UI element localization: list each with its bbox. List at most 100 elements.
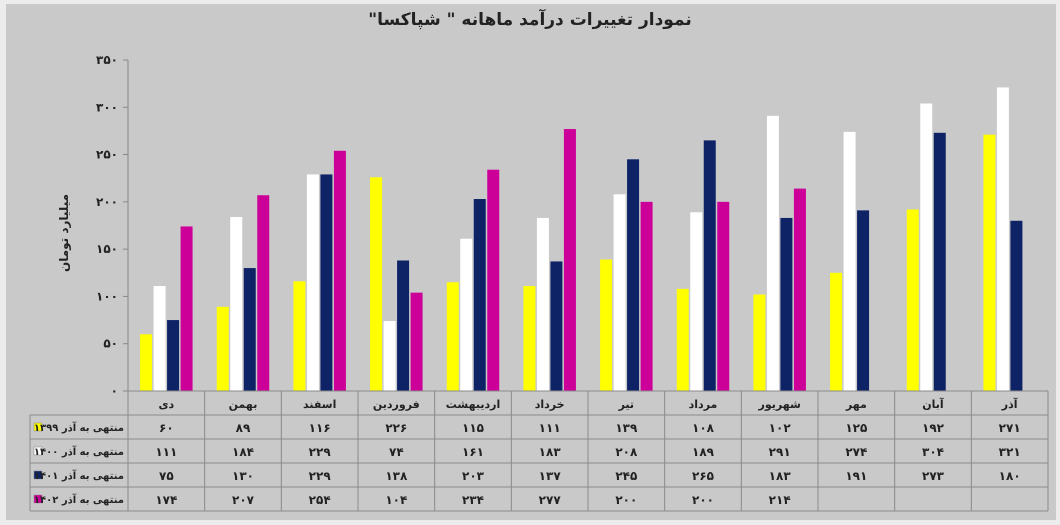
legend-label: منتهی به آذر ۱۴۰۲: [34, 493, 124, 506]
data-label: ۲۷۳: [922, 469, 945, 483]
y-tick-label: ۱۵۰: [96, 242, 118, 256]
chart-title: نمودار تغییرات درآمد ماهانه " شپاکسا": [368, 10, 692, 30]
bar: [167, 320, 180, 391]
bar: [780, 217, 793, 391]
bar: [410, 292, 423, 391]
data-label: ۲۳۴: [462, 493, 484, 507]
data-label: ۲۹۱: [769, 445, 791, 459]
y-tick-label: ۳۵۰: [96, 53, 118, 67]
bar: [370, 177, 383, 391]
bar: [563, 129, 576, 391]
category-label: بهمن: [229, 398, 258, 411]
bar: [857, 210, 870, 391]
category-label: تیر: [618, 398, 634, 411]
data-label: ۲۰۸: [615, 445, 638, 459]
data-label: ۲۶۵: [692, 469, 714, 483]
data-label: ۲۵۴: [309, 493, 331, 507]
data-label: ۲۷۴: [845, 445, 867, 459]
data-label: ۲۰۷: [232, 493, 255, 507]
legend-swatch: [33, 470, 43, 480]
bar: [140, 334, 153, 391]
bar: [753, 294, 766, 391]
data-label: ۶۰: [159, 421, 174, 435]
bar: [230, 216, 243, 391]
bar: [383, 321, 396, 391]
data-label: ۲۰۳: [462, 469, 485, 483]
category-label: اردیبهشت: [446, 398, 500, 411]
legend-label: منتهی به آذر ۱۴۰۱: [34, 469, 124, 482]
bar: [983, 134, 996, 391]
category-label: دی: [158, 398, 174, 411]
bar: [523, 286, 536, 391]
y-tick-label: ۰: [111, 384, 118, 398]
bar: [550, 261, 563, 391]
data-label: ۱۳۹: [615, 421, 638, 435]
bar: [717, 201, 730, 391]
data-label: ۲۰۰: [692, 493, 714, 507]
bar: [627, 159, 640, 391]
legend-swatch: [33, 446, 43, 456]
y-tick-label: ۱۰۰: [96, 289, 118, 303]
data-label: ۷۵: [159, 469, 174, 483]
bar: [933, 132, 946, 391]
data-label: ۱۳۷: [539, 469, 562, 483]
y-tick-label: ۵۰: [103, 337, 118, 351]
data-label: ۲۷۱: [999, 421, 1021, 435]
data-label: ۲۰۰: [615, 493, 637, 507]
data-label: ۱۸۳: [769, 469, 792, 483]
data-label: ۳۰۴: [922, 445, 944, 459]
data-label: ۱۸۹: [692, 445, 715, 459]
data-label: ۲۲۶: [385, 421, 407, 435]
data-label: ۱۸۴: [232, 445, 254, 459]
y-tick-label: ۲۵۰: [96, 148, 118, 162]
data-label: ۱۳۰: [232, 469, 254, 483]
bar: [843, 131, 856, 392]
category-label: مهر: [845, 398, 867, 411]
bar: [153, 286, 166, 391]
data-label: ۲۴۵: [615, 469, 637, 483]
bar: [906, 209, 919, 391]
bar: [243, 268, 256, 391]
data-label: ۱۳۸: [385, 469, 408, 483]
bar: [257, 195, 270, 391]
category-label: خرداد: [535, 398, 565, 411]
bar: [306, 174, 319, 391]
legend-label: منتهی به آذر ۱۳۹۹: [34, 421, 124, 434]
bar: [180, 226, 193, 391]
data-label: ۱۷۴: [155, 493, 177, 507]
bar: [446, 282, 459, 391]
legend-swatch: [33, 422, 43, 432]
data-label: ۱۰۴: [385, 493, 407, 507]
data-label: ۱۹۲: [922, 421, 945, 435]
data-label: ۲۷۷: [539, 493, 562, 507]
bar: [487, 169, 500, 391]
data-label: ۱۹۱: [845, 469, 867, 483]
bar: [1010, 220, 1023, 391]
bar: [397, 260, 410, 391]
bar: [793, 188, 806, 391]
data-label: ۱۱۱: [155, 445, 177, 459]
bar: [690, 212, 703, 391]
legend-label: منتهی به آذر ۱۴۰۰: [34, 445, 124, 458]
category-label: اسفند: [303, 398, 336, 411]
bar: [920, 103, 933, 391]
category-label: آذر: [1001, 397, 1018, 411]
bar: [830, 272, 843, 391]
data-label: ۷۴: [389, 445, 404, 459]
y-tick-label: ۲۰۰: [96, 195, 118, 209]
category-label: شهریور: [758, 398, 801, 411]
data-label: ۱۱۱: [539, 421, 561, 435]
data-label: ۲۲۹: [309, 469, 332, 483]
data-label: ۱۱۵: [462, 421, 484, 435]
data-label: ۱۰۲: [769, 421, 792, 435]
data-label: ۱۲۵: [845, 421, 867, 435]
data-label: ۳۲۱: [999, 445, 1021, 459]
data-label: ۱۸۳: [539, 445, 562, 459]
y-tick-label: ۳۰۰: [96, 100, 118, 114]
bar: [766, 115, 779, 391]
category-label: فروردین: [373, 398, 420, 411]
bar: [676, 288, 689, 391]
